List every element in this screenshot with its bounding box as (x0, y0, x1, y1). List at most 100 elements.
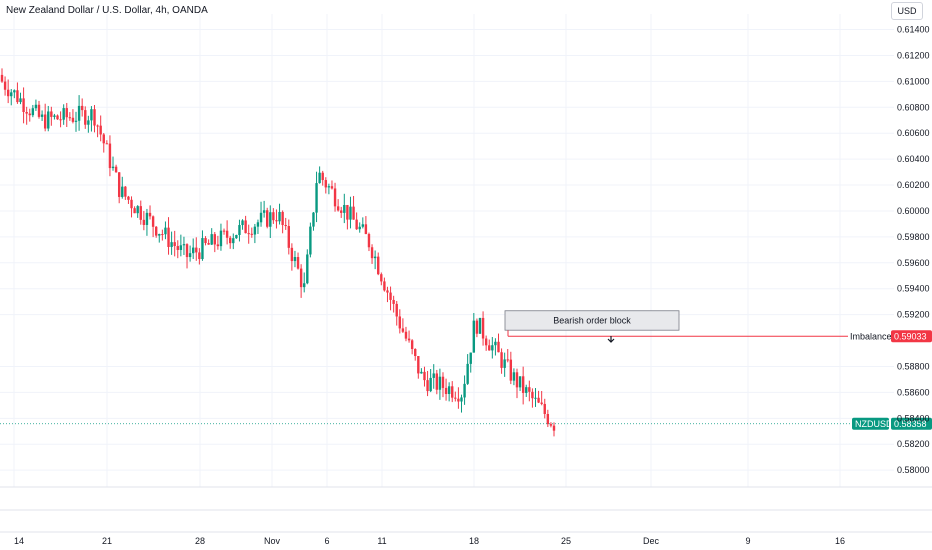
candle-body (145, 212, 149, 225)
candle-body (31, 108, 35, 116)
candle-body (333, 188, 337, 207)
candle-body (398, 316, 402, 329)
candle-body (540, 402, 543, 404)
candle-body (484, 338, 488, 346)
candle-body (414, 349, 417, 357)
candle-body (500, 352, 503, 368)
candle-body (330, 186, 334, 189)
candle-body (0, 74, 4, 82)
candle-body (457, 398, 460, 402)
candle-body (80, 105, 84, 111)
y-tick-label: 0.61000 (897, 76, 930, 86)
candle-body (65, 108, 68, 118)
candle-body (34, 104, 38, 109)
candle-body (278, 211, 281, 222)
candle-body (343, 204, 346, 213)
candle-body (352, 206, 355, 220)
candle-body (534, 397, 537, 399)
y-tick-label: 0.60800 (897, 102, 930, 112)
x-tick-label: 16 (835, 536, 845, 546)
imbalance-price-text: 0.59033 (894, 331, 927, 341)
chart-title: New Zealand Dollar / U.S. Dollar, 4h, OA… (6, 5, 208, 16)
candle-body (377, 256, 380, 275)
candle-body (432, 373, 435, 378)
candle-body (306, 254, 309, 284)
candle-body (133, 208, 136, 214)
y-tick-label: 0.60200 (897, 180, 930, 190)
current-price-text: 0.58358 (894, 419, 927, 429)
candle-body (53, 115, 56, 117)
candle-body (370, 247, 374, 259)
candle-body (315, 183, 318, 213)
candle-body (420, 371, 423, 374)
candle-body (497, 341, 500, 353)
candle-body (182, 244, 186, 246)
candle-body (528, 387, 531, 392)
candle-body (401, 328, 405, 332)
candle-body (247, 233, 250, 235)
candle-body (318, 172, 321, 184)
x-tick-label: Nov (264, 536, 281, 546)
candle-body (488, 345, 491, 351)
candle-body (423, 371, 426, 381)
candle-body (395, 303, 398, 317)
candle-body (28, 113, 31, 116)
candle-body (6, 89, 10, 97)
candle-body (367, 234, 371, 248)
candle-body (96, 125, 99, 127)
candle-body (410, 340, 414, 350)
candle-body (262, 210, 266, 213)
candle-body (229, 237, 232, 244)
candle-body (389, 292, 392, 300)
candle-body (232, 238, 235, 244)
candle-body (275, 220, 278, 222)
candle-body (259, 212, 263, 223)
annotations: Bearish order block Imbalance 0.59033 NZDUS… (0, 310, 932, 430)
candle-body (447, 386, 451, 395)
candle-body (494, 341, 497, 346)
candle-body (272, 212, 275, 221)
candle-body (238, 225, 241, 236)
candle-body (290, 247, 294, 262)
candle-body (114, 166, 118, 173)
candle-body (47, 111, 50, 129)
candle-body (531, 391, 534, 399)
y-tick-label: 0.59400 (897, 284, 930, 294)
price-axis: 0.61400 0.61200 0.61000 0.60800 0.60600 0.604… (897, 25, 930, 476)
currency-button[interactable]: USD (891, 2, 923, 20)
candle-body (71, 117, 75, 122)
candle-body (219, 230, 223, 247)
candle-body (142, 219, 146, 225)
y-tick-label: 0.58600 (897, 387, 930, 397)
candle-body (281, 211, 284, 226)
candle-body (191, 247, 195, 254)
candle-body (16, 90, 19, 103)
candle-body (552, 425, 556, 431)
candle-body (380, 274, 383, 282)
candle-body (296, 257, 300, 269)
candle-body (161, 234, 164, 236)
candle-body (515, 372, 519, 388)
y-tick-label: 0.60600 (897, 128, 930, 138)
candle-body (111, 166, 115, 169)
candle-body (549, 424, 553, 426)
candle-body (503, 359, 506, 368)
candle-body (176, 246, 179, 250)
candle-body (170, 242, 173, 247)
candle-body (336, 206, 340, 211)
candle-body (386, 290, 389, 293)
candle-body (299, 268, 303, 288)
candle-body (417, 356, 420, 374)
candle-body (201, 238, 204, 260)
candle-body (250, 233, 253, 235)
candle-body (454, 397, 457, 399)
candle-body (472, 320, 476, 353)
candle-body (509, 359, 513, 381)
candle-body (340, 210, 343, 213)
y-tick-label: 0.59200 (897, 310, 930, 320)
candle-body (62, 108, 65, 120)
x-tick-label: 18 (469, 536, 479, 546)
symbol-tag (852, 417, 889, 430)
y-tick-label: 0.59800 (897, 232, 930, 242)
